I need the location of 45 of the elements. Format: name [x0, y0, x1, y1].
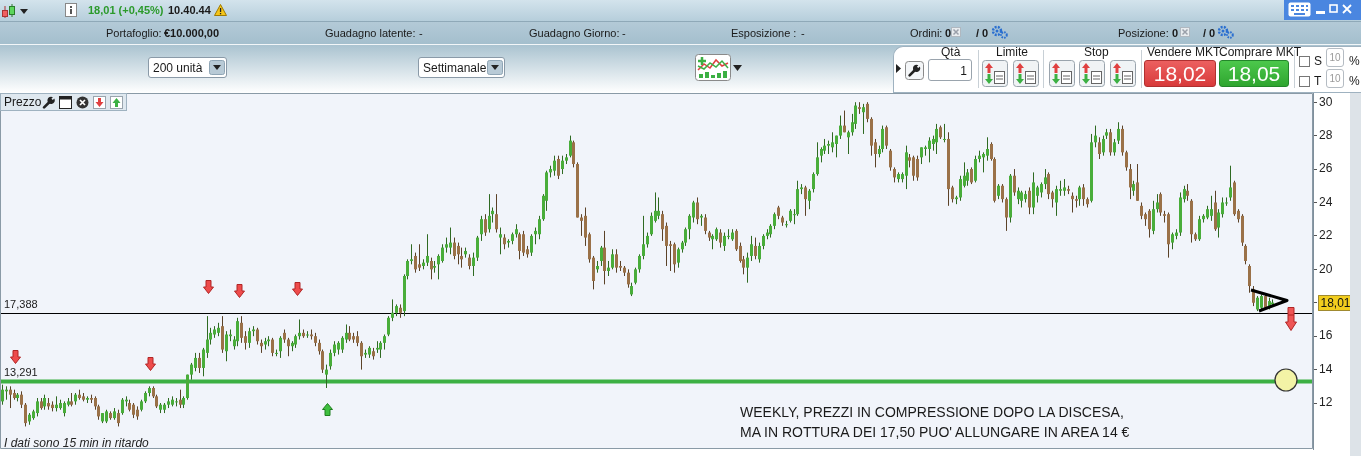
text: Limite [996, 45, 1029, 59]
y-tick-label: 28 [1319, 127, 1333, 142]
text: Guadagno latente: [325, 27, 416, 40]
text: Portafoglio: [106, 27, 162, 40]
text: - [419, 27, 423, 40]
text: - [622, 27, 626, 40]
text: Ordini: [910, 27, 943, 40]
text: 10.40.44 [168, 4, 211, 17]
annotation: WEEKLY, PREZZI IN COMPRESSIONE DOPO LA DISCESA, MA IN ROTTURA DEI 17,50 PUO' ALLUNGARE IN AREA 14 € [740, 403, 1130, 442]
number-field: 1 [928, 59, 972, 81]
text: Guadagno Giorno: [529, 27, 620, 40]
y-tick-label: 30 [1319, 94, 1333, 109]
y-tick-label: 22 [1319, 228, 1333, 243]
text: 0 [945, 27, 952, 40]
number-field: 10 [1326, 69, 1344, 88]
text: Comprare MKT [1219, 45, 1302, 59]
button: 18,05 [1219, 60, 1289, 87]
ref-line-label: 13,291 [4, 366, 38, 379]
number-field: 10 [1326, 48, 1344, 67]
text: Esposizione : [731, 27, 797, 40]
y-tick-label: 14 [1319, 361, 1333, 376]
y-tick-label: 24 [1319, 194, 1333, 209]
text: % [1349, 54, 1360, 68]
text: S [1314, 54, 1323, 68]
text: - [801, 27, 805, 40]
text: Stop [1084, 45, 1109, 59]
text: Qtà [941, 45, 961, 59]
text: 0 [1172, 27, 1179, 40]
y-tick-label: 12 [1319, 395, 1333, 410]
text: T [1314, 74, 1322, 88]
text: Vendere MKT [1147, 45, 1221, 59]
text: % [1349, 74, 1360, 88]
text: / 0 [976, 27, 989, 40]
button: 18,02 [1144, 60, 1216, 87]
text: Posizione: [1118, 27, 1169, 40]
text: €10.000,00 [164, 27, 220, 40]
y-tick-label: 16 [1319, 328, 1333, 343]
y-tick-label: 20 [1319, 261, 1333, 276]
annotation: I dati sono 15 min in ritardo [4, 436, 149, 450]
ref-line-label: 17,388 [4, 298, 38, 311]
chart-title: Prezzo [4, 95, 42, 109]
text: 18,01 [1320, 296, 1351, 311]
text: / 0 [1203, 27, 1216, 40]
y-tick-label: 26 [1319, 161, 1333, 176]
text: 18,01 (+0,45%) [88, 4, 164, 17]
